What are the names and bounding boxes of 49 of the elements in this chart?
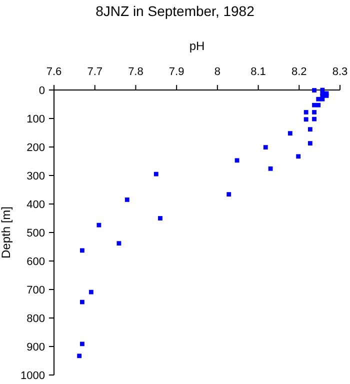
point <box>312 110 316 114</box>
x-tick-label: 7.6 <box>46 66 62 78</box>
point <box>88 290 94 294</box>
y-tick-label: 500 <box>26 228 45 240</box>
point <box>316 96 321 102</box>
point <box>312 88 316 92</box>
x-tick-label: 8.3 <box>332 66 348 78</box>
y-tick-label: 100 <box>26 114 45 126</box>
point <box>308 127 312 132</box>
y-tick-label: 900 <box>26 342 45 354</box>
point <box>234 158 240 163</box>
point <box>77 354 82 358</box>
point <box>116 241 122 246</box>
point <box>308 141 312 146</box>
point <box>304 117 308 122</box>
y-tick-label: 200 <box>26 142 45 154</box>
point <box>226 192 232 197</box>
point <box>312 102 316 108</box>
x-tick-label: 8.1 <box>250 66 266 78</box>
point <box>316 102 321 108</box>
point <box>268 166 273 171</box>
point <box>96 222 102 228</box>
point <box>154 172 158 176</box>
point <box>124 198 130 202</box>
y-tick-label: 800 <box>26 313 45 325</box>
x-tick-label: 7.8 <box>128 66 144 78</box>
point <box>263 145 268 150</box>
x-tick-label: 8 <box>214 66 220 78</box>
point <box>158 216 162 220</box>
x-tick-label: 7.7 <box>87 66 103 78</box>
point <box>80 342 84 346</box>
x-axis-title: pH <box>189 39 205 53</box>
point <box>312 116 316 122</box>
y-tick-label: 300 <box>26 170 45 182</box>
x-tick-label: 7.9 <box>168 66 184 78</box>
chart-title: 8JNZ in September, 1982 <box>96 3 255 19</box>
point <box>324 94 329 98</box>
point <box>80 248 84 253</box>
y-tick-label: 400 <box>26 199 45 211</box>
y-axis-title: Depth [m] <box>0 206 13 259</box>
point <box>296 154 301 159</box>
point <box>304 110 308 114</box>
x-tick-label: 8.2 <box>291 66 307 78</box>
y-tick-label: 700 <box>26 284 45 296</box>
y-tick-label: 600 <box>26 256 45 268</box>
point <box>288 131 292 136</box>
y-tick-label: 1000 <box>20 370 45 382</box>
point <box>80 300 84 304</box>
y-tick-label: 0 <box>38 85 45 97</box>
